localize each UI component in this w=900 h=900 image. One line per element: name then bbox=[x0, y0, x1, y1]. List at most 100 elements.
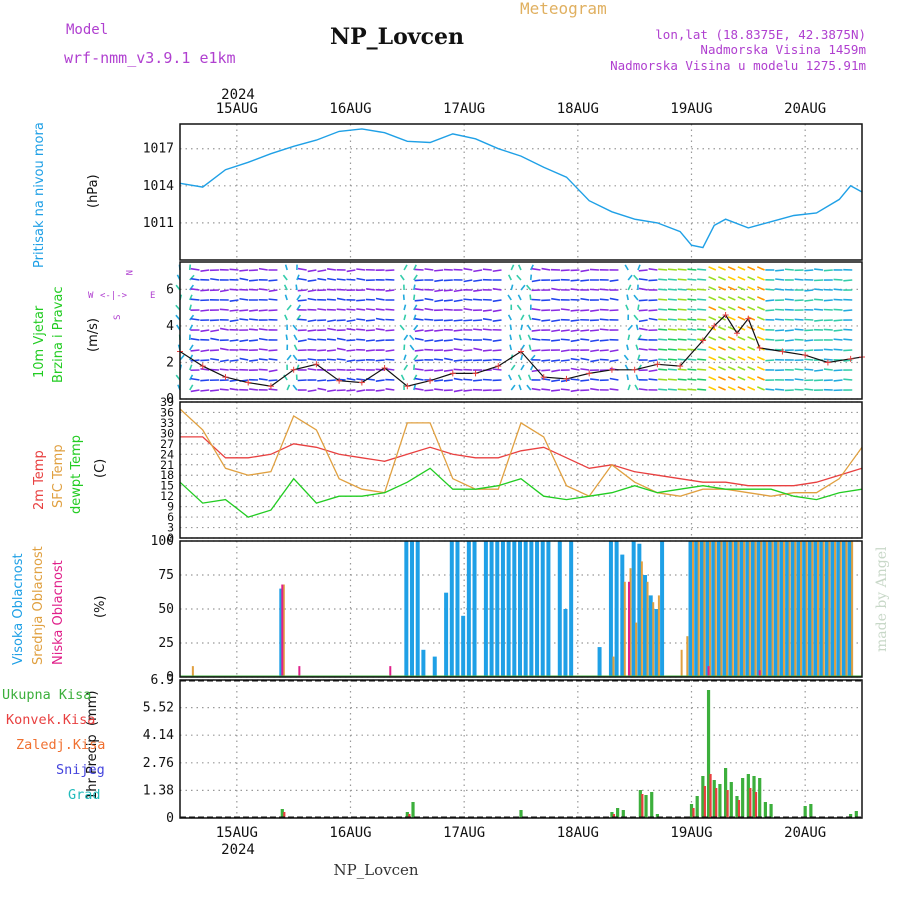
precip-bar-0 bbox=[854, 811, 858, 818]
wind-arrow bbox=[189, 374, 194, 381]
wind-arrow bbox=[843, 309, 853, 312]
bottom-year-label: 2024 bbox=[221, 842, 255, 858]
wind-arrow bbox=[424, 389, 434, 392]
cloud-bar-0 bbox=[597, 647, 602, 677]
cloud-bar-0 bbox=[762, 541, 767, 677]
wind-arrow bbox=[463, 267, 473, 271]
pressure-labels: Pritisak na nivou mora (hPa) bbox=[32, 122, 101, 268]
wind-arrow bbox=[510, 284, 514, 291]
watermark: made by Angel bbox=[874, 546, 890, 652]
precip-bar-0 bbox=[638, 790, 642, 818]
wind-arrow bbox=[794, 368, 804, 371]
wind-arrow bbox=[747, 276, 756, 281]
temp-labels: 2m Temp SFC Temp dewpt Temp (C) bbox=[32, 435, 108, 514]
wind-arrow bbox=[336, 358, 346, 361]
wind-arrow bbox=[687, 368, 697, 371]
wind-arrow bbox=[268, 358, 278, 361]
wind-arrow bbox=[413, 294, 416, 301]
wind-gust-marker bbox=[631, 366, 638, 373]
wind-arrow bbox=[658, 298, 668, 301]
wind-arrow bbox=[747, 376, 756, 381]
wind-arrow bbox=[717, 336, 726, 341]
wind-arrow bbox=[463, 349, 473, 352]
wind-arrow bbox=[658, 378, 668, 381]
cloud-ytick: 75 bbox=[158, 568, 174, 583]
precip-bar-0 bbox=[718, 784, 722, 818]
wind-gust-marker bbox=[722, 311, 729, 318]
wind-arrow bbox=[708, 366, 717, 371]
wind-bg bbox=[180, 262, 862, 399]
wind-arrow bbox=[794, 378, 804, 381]
wind-arrow bbox=[443, 339, 453, 342]
cloud-bar-0 bbox=[796, 541, 801, 677]
wind-arrow bbox=[414, 349, 424, 352]
precip-bar-1 bbox=[612, 814, 616, 818]
wind-arrow bbox=[737, 306, 746, 311]
wind-arrow bbox=[516, 274, 522, 281]
wind-arrow bbox=[580, 269, 590, 273]
cloud-bar-0 bbox=[688, 541, 693, 677]
wind-arrow bbox=[510, 264, 515, 271]
wind-arrow bbox=[292, 354, 298, 361]
wind-arrow bbox=[727, 306, 736, 311]
wind-arrow bbox=[623, 354, 629, 361]
temp-ylabel-1: 2m Temp bbox=[32, 450, 47, 510]
wind-gust-marker bbox=[495, 363, 502, 370]
wind-arrow bbox=[687, 378, 697, 381]
pressure-bg bbox=[180, 124, 862, 260]
wind-arrow bbox=[189, 274, 195, 281]
wind-arrow bbox=[531, 329, 541, 332]
wind-arrow bbox=[570, 378, 580, 381]
wind-arrow bbox=[356, 338, 366, 341]
pressure-ytick: 1017 bbox=[143, 142, 174, 157]
cloud-bar-0 bbox=[535, 541, 540, 677]
cloud-bar-1 bbox=[851, 541, 854, 677]
wind-arrow bbox=[697, 388, 707, 391]
wind-arrow bbox=[286, 304, 292, 311]
wind-arrow bbox=[823, 269, 833, 272]
wind-arrow bbox=[528, 314, 532, 321]
wind-panel: 0 2 4 6 bbox=[166, 261, 865, 407]
wind-arrow bbox=[258, 288, 268, 291]
wind-arrow bbox=[531, 369, 541, 373]
wind-arrow bbox=[268, 279, 278, 282]
wind-arrow bbox=[492, 368, 502, 371]
wind-arrow bbox=[520, 364, 525, 371]
cloud-bar-0 bbox=[773, 541, 778, 677]
wind-arrow bbox=[541, 369, 551, 372]
wind-arrow bbox=[219, 347, 229, 351]
wind-arrow bbox=[687, 328, 697, 331]
wind-arrow bbox=[210, 277, 220, 281]
wind-arrow bbox=[590, 339, 600, 343]
wind-arrow bbox=[317, 308, 327, 311]
wind-arrow bbox=[336, 347, 346, 351]
wind-arrow bbox=[717, 366, 726, 371]
wind-arrow bbox=[784, 298, 794, 301]
wind-arrow bbox=[756, 386, 765, 391]
cloud-bar-0 bbox=[802, 541, 807, 677]
wind-arrow bbox=[570, 329, 580, 333]
wind-arrow bbox=[229, 339, 239, 342]
wind-arrow bbox=[624, 264, 629, 271]
wind-arrow bbox=[843, 338, 853, 341]
wind-arrow bbox=[677, 308, 687, 311]
wind-arrow bbox=[317, 379, 327, 382]
precip-bar-0 bbox=[752, 776, 756, 818]
wind-arrow bbox=[424, 307, 434, 311]
wind-arrow bbox=[327, 327, 337, 331]
wind-arrow bbox=[239, 269, 249, 272]
wind-arrow bbox=[434, 329, 444, 332]
cloud-bar-0 bbox=[643, 575, 648, 677]
wind-arrow bbox=[385, 269, 395, 272]
cloud-bar-0 bbox=[449, 541, 454, 677]
temp-ytick: 39 bbox=[160, 395, 174, 409]
wind-gust-marker bbox=[745, 315, 752, 322]
wind-arrow bbox=[327, 319, 337, 323]
wind-arrow bbox=[200, 349, 210, 353]
wind-arrow bbox=[249, 339, 259, 342]
legend-snow: Snijeg bbox=[56, 762, 105, 778]
wind-arrow bbox=[658, 288, 668, 291]
wind-arrow bbox=[599, 339, 609, 342]
wind-arrow bbox=[356, 268, 366, 271]
wind-gust-marker bbox=[779, 348, 786, 355]
